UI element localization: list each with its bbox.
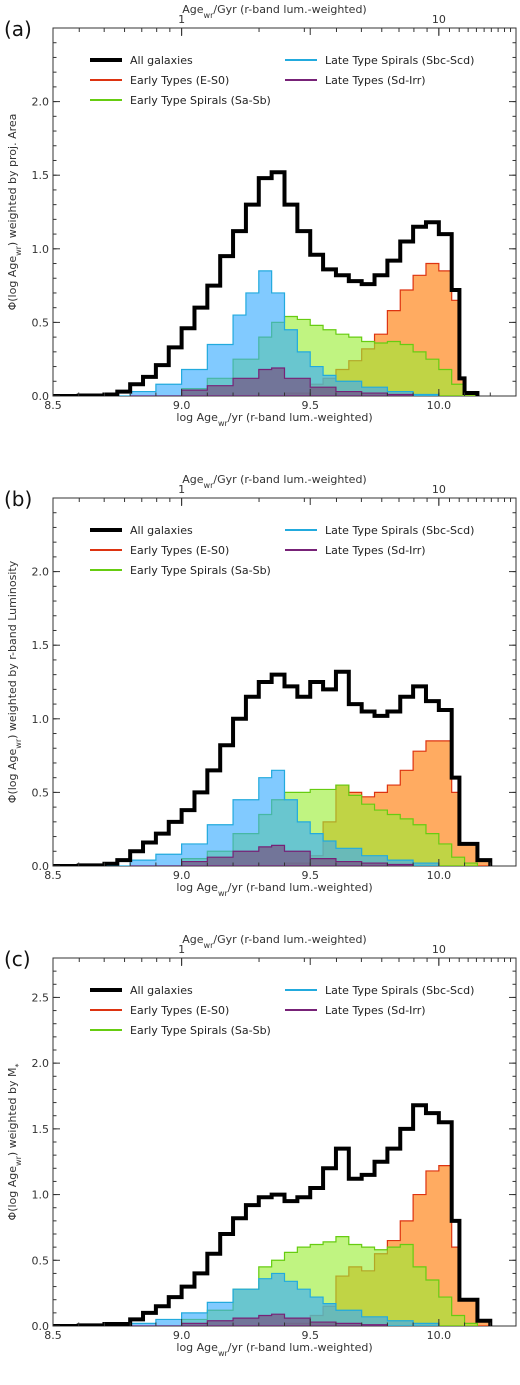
legend-label: Early Type Spirals (Sa-Sb) [130, 94, 271, 107]
top-x-axis-label: Agewr/Gyr (r-band lum.-weighted) [182, 3, 366, 20]
x-tick-label: 10.0 [427, 1329, 452, 1342]
y-tick-label: 1.0 [32, 1189, 50, 1202]
x-tick-label: 9.0 [173, 869, 191, 882]
y-tick-label: 0.5 [32, 786, 50, 799]
y-tick-label: 2.5 [32, 991, 50, 1004]
series-all-galaxies-line [53, 170, 480, 396]
series-3-area [104, 270, 440, 396]
y-tick-label: 0.0 [32, 860, 50, 873]
chart-a: 8.5 9.0 9.5 10.0 1 10 0.0 0.5 1.0 1.5 2.0 log Agewr… [4, 3, 517, 428]
y-tick-label: 0.0 [32, 1320, 50, 1333]
panel-letter: (a) [4, 17, 32, 41]
top-tick-label: 10 [432, 483, 446, 496]
legend-label: Early Type Spirals (Sa-Sb) [130, 564, 271, 577]
series-3-area [104, 769, 440, 866]
y-tick-label: 2.0 [32, 566, 50, 579]
top-x-axis-label: Agewr/Gyr (r-band lum.-weighted) [182, 933, 366, 950]
y-axis-label: Φ(log Agewr) weighted by M* [6, 1064, 23, 1221]
legend-label: Early Types (E-S0) [130, 544, 229, 557]
x-tick-label: 9.0 [173, 399, 191, 412]
y-tick-label: 1.5 [32, 169, 50, 182]
legend-label: All galaxies [130, 984, 193, 997]
top-tick-label: 10 [432, 943, 446, 956]
chart-b: 8.5 9.0 9.5 10.0 1 10 0.0 0.5 1.0 1.5 2.0 log Agewr… [4, 473, 517, 898]
x-tick-label: 9.5 [301, 1329, 319, 1342]
x-tick-label: 10.0 [427, 869, 452, 882]
y-tick-label: 0.5 [32, 1254, 50, 1267]
y-tick-label: 2.0 [32, 96, 50, 109]
panel-b: 8.5 9.0 9.5 10.0 1 10 0.0 0.5 1.0 1.5 2.0 log Agewr… [0, 470, 520, 925]
y-tick-label: 0.5 [32, 316, 50, 329]
x-tick-label: 9.5 [301, 399, 319, 412]
x-tick-label: 9.0 [173, 1329, 191, 1342]
x-tick-label: 10.0 [427, 399, 452, 412]
x-tick-label: 8.5 [44, 869, 62, 882]
x-axis-label: log Agewr/yr (r-band lum.-weighted) [176, 1341, 372, 1358]
y-tick-label: 0.0 [32, 390, 50, 403]
series-all-galaxies-line [53, 1103, 493, 1326]
legend-label: All galaxies [130, 524, 193, 537]
legend-label: Late Types (Sd-Irr) [325, 544, 426, 557]
legend-label: Early Types (E-S0) [130, 74, 229, 87]
y-tick-label: 1.5 [32, 639, 50, 652]
panel-letter: (b) [4, 487, 32, 511]
y-tick-label: 1.5 [32, 1123, 50, 1136]
y-tick-label: 1.0 [32, 243, 50, 256]
x-tick-label: 9.5 [301, 869, 319, 882]
top-tick-label: 1 [178, 943, 185, 956]
legend-label: All galaxies [130, 54, 193, 67]
panel-letter: (c) [4, 947, 31, 971]
top-tick-label: 1 [178, 483, 185, 496]
legend-label: Late Types (Sd-Irr) [325, 1004, 426, 1017]
y-tick-label: 2.0 [32, 1057, 50, 1070]
series-all-galaxies-line [53, 669, 493, 866]
legend-label: Late Type Spirals (Sbc-Scd) [325, 524, 474, 537]
series-3-area [104, 1272, 440, 1326]
chart-c: 8.5 9.0 9.5 10.0 1 10 0.0 0.5 1.0 1.5 2.0 2.5 log Ag… [4, 933, 517, 1358]
legend-label: Late Type Spirals (Sbc-Scd) [325, 54, 474, 67]
legend-label: Early Types (E-S0) [130, 1004, 229, 1017]
top-tick-label: 1 [178, 13, 185, 26]
legend-label: Late Types (Sd-Irr) [325, 74, 426, 87]
legend-label: Late Type Spirals (Sbc-Scd) [325, 984, 474, 997]
x-axis-label: log Agewr/yr (r-band lum.-weighted) [176, 881, 372, 898]
x-axis-label: log Agewr/yr (r-band lum.-weighted) [176, 411, 372, 428]
legend-label: Early Type Spirals (Sa-Sb) [130, 1024, 271, 1037]
y-tick-label: 1.0 [32, 713, 50, 726]
y-axis-label: Φ(log Agewr) weighted by r-band Luminosi… [6, 560, 23, 803]
x-tick-label: 8.5 [44, 1329, 62, 1342]
top-tick-label: 10 [432, 13, 446, 26]
x-tick-label: 8.5 [44, 399, 62, 412]
y-axis-label: Φ(log Agewr) weighted by proj. Area [6, 114, 23, 311]
panel-a: 8.5 9.0 9.5 10.0 1 10 0.0 0.5 1.0 1.5 2.0 log Agewr… [0, 0, 520, 455]
top-x-axis-label: Agewr/Gyr (r-band lum.-weighted) [182, 473, 366, 490]
panel-c: 8.5 9.0 9.5 10.0 1 10 0.0 0.5 1.0 1.5 2.0 2.5 log Ag… [0, 930, 520, 1385]
